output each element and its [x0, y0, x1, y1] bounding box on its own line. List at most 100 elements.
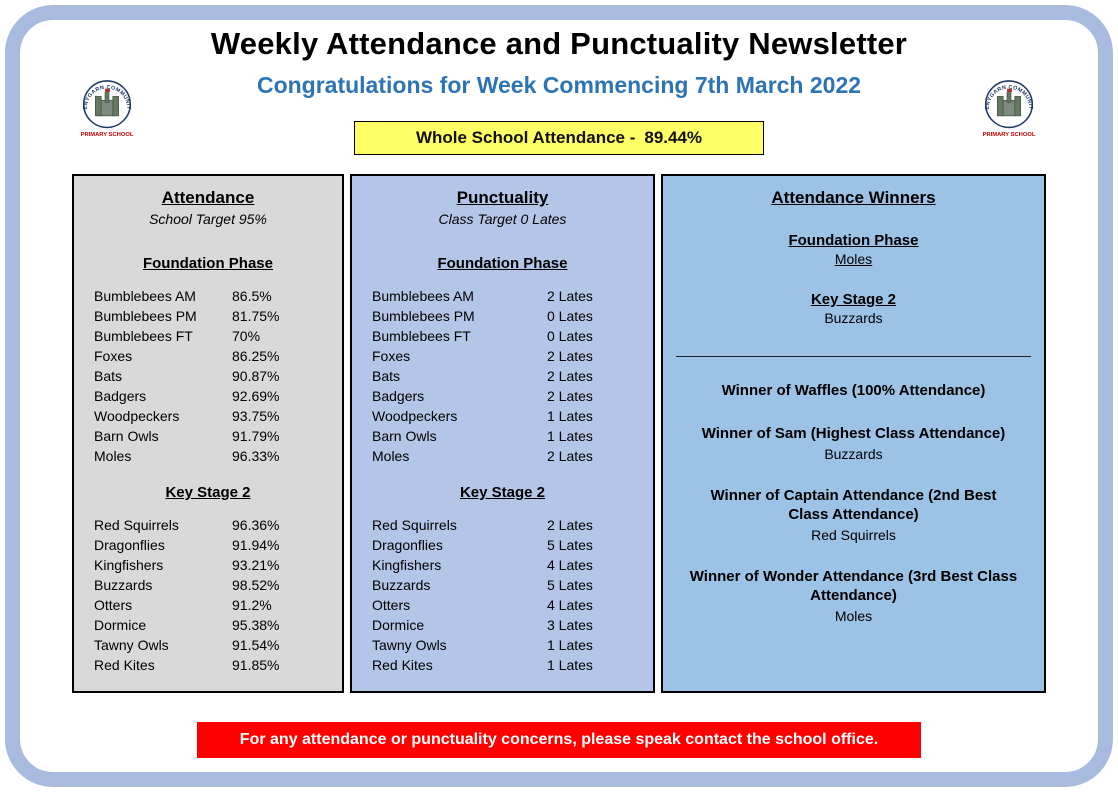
punctuality-row: Moles 2 Lates: [372, 446, 637, 466]
award: Winner of Sam (Highest Class Attendance)…: [663, 424, 1044, 462]
punctuality-row: Bats 2 Lates: [372, 366, 637, 386]
lates-value: 2 Lates: [547, 388, 593, 404]
class-name: Buzzards: [372, 577, 431, 593]
attendance-value: 91.94%: [232, 537, 280, 553]
attendance-value: 93.21%: [232, 557, 280, 573]
award-winner: Buzzards: [824, 446, 883, 462]
punctuality-row: Bumblebees AM 2 Lates: [372, 286, 637, 306]
lates-value: 5 Lates: [547, 577, 593, 593]
lates-value: 0 Lates: [547, 308, 593, 324]
lates-value: 2 Lates: [547, 368, 593, 384]
lates-value: 5 Lates: [547, 537, 593, 553]
attendance-value: 81.75%: [232, 308, 280, 324]
attendance-value: 93.75%: [232, 408, 280, 424]
attendance-value: 86.5%: [232, 288, 272, 304]
logo-bottom-text: PRIMARY SCHOOL: [81, 132, 134, 138]
attendance-target: School Target 95%: [149, 211, 267, 227]
punctuality-row: Bumblebees FT 0 Lates: [372, 326, 637, 346]
school-crest-icon: PENYGARN COMMUNITY PRIMARY SCHOOL: [976, 73, 1036, 138]
attendance-ks2-rows: Red Squirrels 96.36% Dragonflies 91.94% …: [74, 515, 342, 675]
award-title: Winner of Waffles (100% Attendance): [721, 382, 986, 399]
class-name: Kingfishers: [94, 557, 164, 573]
attendance-foundation-rows: Bumblebees AM 86.5% Bumblebees PM 81.75%…: [74, 286, 342, 466]
award-winner: Moles: [834, 608, 873, 624]
punctuality-row: Barn Owls 1 Lates: [372, 426, 637, 446]
footer-text: For any attendance or punctuality concer…: [239, 731, 879, 748]
lates-value: 3 Lates: [547, 617, 593, 633]
class-name: Otters: [94, 597, 133, 613]
attendance-row: Red Kites 91.85%: [94, 655, 326, 675]
columns-container: Attendance School Target 95% Foundation …: [72, 174, 1046, 693]
punctuality-row: Red Kites 1 Lates: [372, 655, 637, 675]
attendance-value: 91.79%: [232, 428, 280, 444]
award: Winner of Wonder Attendance (3rd Best Cl…: [663, 567, 1044, 624]
ks2-winner: Buzzards: [824, 310, 883, 326]
header: Weekly Attendance and Punctuality Newsle…: [0, 26, 1118, 99]
class-name: Bumblebees PM: [94, 308, 197, 324]
award: Winner of Waffles (100% Attendance): [663, 381, 1044, 400]
lates-value: 2 Lates: [547, 348, 593, 364]
castle-icon: [94, 88, 120, 117]
attendance-row: Bats 90.87%: [94, 366, 326, 386]
attendance-ks2-heading: Key Stage 2: [165, 484, 251, 501]
punctuality-foundation-rows: Bumblebees AM 2 Lates Bumblebees PM 0 La…: [352, 286, 653, 466]
award-title: Winner of Sam (Highest Class Attendance): [701, 425, 1006, 442]
class-name: Red Kites: [372, 657, 433, 673]
punctuality-row: Woodpeckers 1 Lates: [372, 406, 637, 426]
attendance-value: 86.25%: [232, 348, 280, 364]
attendance-row: Moles 96.33%: [94, 446, 326, 466]
class-name: Bats: [372, 368, 401, 384]
class-name: Red Kites: [94, 657, 155, 673]
attendance-row: Foxes 86.25%: [94, 346, 326, 366]
class-name: Bumblebees FT: [94, 328, 193, 344]
lates-value: 1 Lates: [547, 408, 593, 424]
class-name: Bumblebees AM: [94, 288, 196, 304]
punctuality-column: Punctuality Class Target 0 Lates Foundat…: [350, 174, 655, 693]
attendance-row: Badgers 92.69%: [94, 386, 326, 406]
class-name: Badgers: [372, 388, 425, 404]
attendance-value: 91.54%: [232, 637, 280, 653]
class-name: Kingfishers: [372, 557, 442, 573]
class-name: Tawny Owls: [94, 637, 169, 653]
attendance-row: Bumblebees AM 86.5%: [94, 286, 326, 306]
punctuality-row: Foxes 2 Lates: [372, 346, 637, 366]
lates-value: 1 Lates: [547, 657, 593, 673]
class-name: Bumblebees FT: [372, 328, 471, 344]
attendance-column: Attendance School Target 95% Foundation …: [72, 174, 344, 693]
punctuality-ks2-heading: Key Stage 2: [459, 484, 546, 501]
class-name: Woodpeckers: [94, 408, 180, 424]
winners-foundation-heading: Foundation Phase: [788, 232, 919, 249]
punctuality-ks2-rows: Red Squirrels 2 Lates Dragonflies 5 Late…: [352, 515, 653, 675]
attendance-row: Tawny Owls 91.54%: [94, 635, 326, 655]
foundation-winner: Moles: [834, 251, 873, 267]
banner-label: Whole School Attendance -: [415, 128, 636, 147]
school-crest-icon: PENYGARN COMMUNITY PRIMARY SCHOOL: [74, 73, 134, 138]
school-logo-left: PENYGARN COMMUNITY PRIMARY SCHOOL: [74, 73, 138, 144]
class-name: Moles: [372, 448, 410, 464]
award: Winner of Captain Attendance (2nd Best C…: [663, 486, 1044, 543]
attendance-row: Woodpeckers 93.75%: [94, 406, 326, 426]
class-name: Dormice: [94, 617, 147, 633]
punctuality-row: Dormice 3 Lates: [372, 615, 637, 635]
class-name: Barn Owls: [372, 428, 437, 444]
class-name: Red Squirrels: [94, 517, 179, 533]
class-name: Otters: [372, 597, 411, 613]
attendance-value: 91.85%: [232, 657, 280, 673]
attendance-row: Otters 91.2%: [94, 595, 326, 615]
lates-value: 2 Lates: [547, 288, 593, 304]
punctuality-row: Buzzards 5 Lates: [372, 575, 637, 595]
lates-value: 0 Lates: [547, 328, 593, 344]
punctuality-row: Tawny Owls 1 Lates: [372, 635, 637, 655]
award-title: Winner of Wonder Attendance (3rd Best Cl…: [689, 568, 1018, 604]
attendance-row: Bumblebees FT 70%: [94, 326, 326, 346]
punctuality-row: Bumblebees PM 0 Lates: [372, 306, 637, 326]
lates-value: 4 Lates: [547, 597, 593, 613]
lates-value: 4 Lates: [547, 557, 593, 573]
attendance-row: Barn Owls 91.79%: [94, 426, 326, 446]
class-name: Dormice: [372, 617, 425, 633]
class-name: Bats: [94, 368, 123, 384]
punctuality-row: Badgers 2 Lates: [372, 386, 637, 406]
attendance-value: 91.2%: [232, 597, 272, 613]
lates-value: 1 Lates: [547, 637, 593, 653]
